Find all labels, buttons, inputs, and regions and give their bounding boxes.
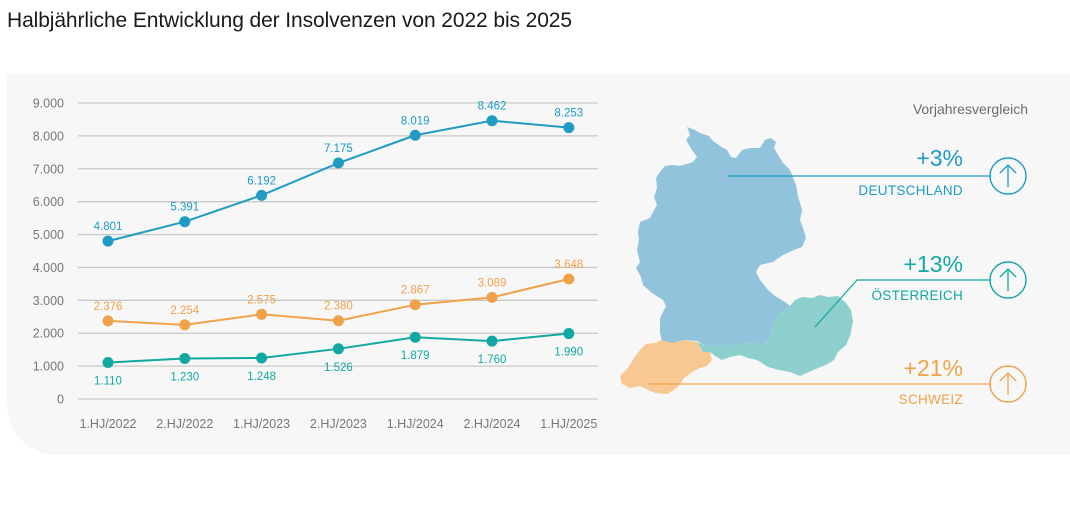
y-tick-label: 1.000 [33, 360, 64, 374]
series-line [107, 119, 569, 243]
series-sterreich: 1.110 1.230 1.248 1.526 1.879 1.760 1.990 [94, 328, 583, 387]
data-point[interactable] [563, 122, 575, 134]
y-tick-label: 3.000 [33, 294, 64, 308]
map-germany [636, 127, 806, 346]
series-deutschland: 4.801 5.391 6.192 7.175 8.019 8.462 8.253 [94, 101, 583, 247]
data-label: 6.192 [247, 175, 276, 187]
data-point[interactable] [102, 356, 114, 368]
data-label: 5.391 [170, 202, 199, 214]
y-tick-label: 8.000 [33, 129, 64, 143]
gridlines [78, 102, 598, 400]
data-point[interactable] [179, 216, 191, 228]
y-tick-label: 4.000 [33, 261, 64, 275]
series-schweiz: 2.376 2.254 2.575 2.380 2.867 3.089 3.648 [94, 259, 583, 331]
y-tick-label: 2.000 [33, 327, 64, 341]
data-label: 1.230 [170, 372, 199, 384]
chart-title: Halbjährliche Entwicklung der Insolvenze… [7, 9, 572, 32]
data-label: 3.648 [554, 259, 583, 271]
data-point[interactable] [179, 319, 191, 331]
data-label: 3.089 [478, 277, 507, 289]
x-axis-ticks: 1.HJ/2022 2.HJ/2022 1.HJ/2023 2.HJ/2023 1.HJ… [80, 417, 598, 431]
change-deutschland: +3% [916, 145, 963, 171]
data-label: 2.867 [401, 285, 430, 297]
data-point[interactable] [332, 315, 344, 327]
data-label: 4.801 [94, 221, 123, 233]
series-group: 4.801 5.391 6.192 7.175 8.019 8.462 8.253 2.376… [94, 101, 584, 388]
x-tick-label: 2.HJ/2024 [464, 417, 521, 431]
data-point[interactable] [409, 129, 421, 141]
data-label: 2.376 [94, 301, 123, 313]
x-tick-label: 1.HJ/2023 [233, 417, 290, 431]
data-point[interactable] [332, 157, 344, 169]
y-tick-label: 6.000 [33, 195, 64, 209]
dach-map [620, 127, 853, 394]
data-label: 2.254 [170, 305, 199, 317]
x-tick-label: 1.HJ/2025 [540, 417, 597, 431]
arrow-up-circle-icon [989, 365, 1027, 403]
data-label: 1.526 [324, 362, 353, 374]
data-label: 7.175 [324, 143, 353, 155]
data-point[interactable] [102, 235, 114, 247]
change-oesterreich: +13% [903, 251, 963, 277]
arrow-up-circle-icon [989, 157, 1027, 195]
y-tick-label: 9.000 [33, 97, 64, 111]
data-label: 1.110 [94, 375, 122, 387]
data-point[interactable] [102, 315, 114, 327]
y-tick-label: 7.000 [33, 162, 64, 176]
change-schweiz: +21% [903, 355, 963, 381]
data-point[interactable] [256, 189, 268, 201]
map-austria [697, 295, 853, 376]
data-point[interactable] [563, 273, 575, 285]
data-label: 2.380 [324, 301, 353, 313]
data-point[interactable] [486, 291, 498, 303]
y-tick-label: 5.000 [33, 228, 64, 242]
data-label: 8.462 [478, 101, 507, 113]
arrow-up-circle-icon [989, 261, 1027, 299]
country-schweiz: SCHWEIZ [898, 392, 963, 407]
x-tick-label: 2.HJ/2023 [310, 417, 367, 431]
leader-line [814, 279, 991, 328]
x-tick-label: 2.HJ/2022 [156, 417, 213, 431]
data-point[interactable] [256, 352, 268, 364]
data-point[interactable] [486, 335, 498, 347]
country-oesterreich: ÖSTERREICH [871, 288, 963, 303]
data-label: 2.575 [247, 294, 276, 306]
data-label: 1.879 [401, 350, 430, 362]
chart-panel [7, 74, 1070, 455]
y-tick-label: 0 [57, 393, 64, 407]
data-point[interactable] [409, 331, 421, 343]
data-point[interactable] [256, 308, 268, 320]
map-switzerland [620, 340, 712, 394]
data-point[interactable] [409, 299, 421, 311]
y-axis-ticks: 0 1.000 2.000 3.000 4.000 5.000 6.000 7.000 8.00… [33, 97, 64, 407]
x-tick-label: 1.HJ/2024 [387, 417, 444, 431]
data-label: 1.990 [554, 347, 583, 359]
data-point[interactable] [486, 115, 498, 127]
x-tick-label: 1.HJ/2022 [80, 417, 137, 431]
comparison-title: Vorjahresvergleich [912, 101, 1028, 117]
data-label: 1.248 [247, 371, 276, 383]
data-label: 1.760 [478, 354, 507, 366]
data-label: 8.253 [554, 108, 583, 120]
data-point[interactable] [179, 353, 191, 365]
data-point[interactable] [332, 343, 344, 355]
data-point[interactable] [563, 328, 575, 340]
data-label: 8.019 [401, 115, 430, 127]
leader-lines [648, 157, 1027, 403]
country-deutschland: DEUTSCHLAND [858, 183, 963, 198]
